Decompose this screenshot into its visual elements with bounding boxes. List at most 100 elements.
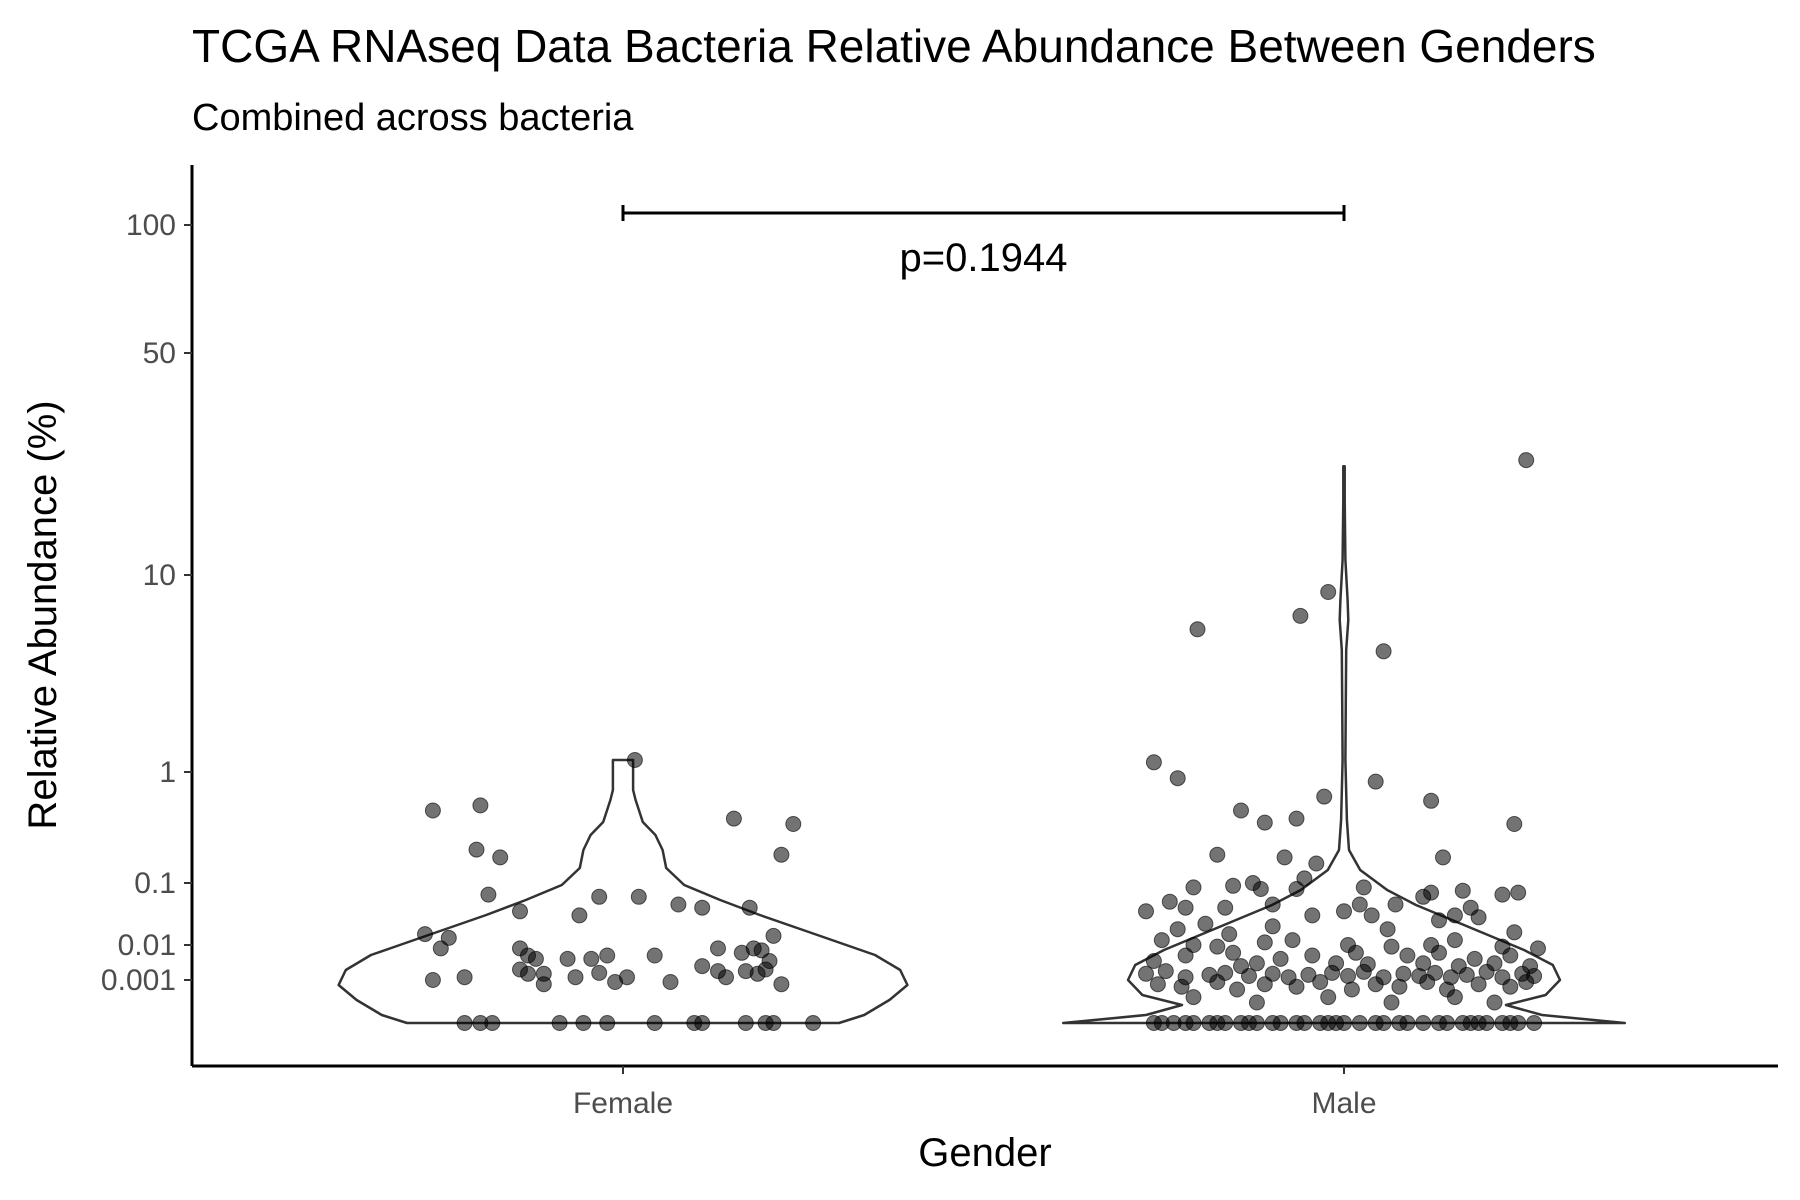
data-point [1435,849,1451,866]
point-layer [417,452,1546,1031]
violin-layer [337,464,1627,1025]
data-point [694,1015,711,1031]
data-point [1502,978,1519,995]
data-point [757,961,774,978]
data-point [1439,1015,1455,1031]
data-point [725,810,742,827]
data-point [1248,1015,1265,1031]
data-point [1308,855,1325,872]
data-point [1300,966,1317,983]
data-point [1272,1015,1289,1031]
data-point [737,1015,754,1031]
data-point [1343,981,1360,998]
data-point [1272,950,1289,967]
violin-female [337,758,909,1025]
data-point [1486,994,1503,1011]
data-point [480,886,497,903]
data-point [591,964,608,981]
data-point [1419,974,1436,990]
data-point [1466,950,1483,967]
data-point [1304,907,1321,924]
data-point [1320,584,1337,600]
data-point [1209,974,1226,990]
data-point [1296,1015,1313,1031]
data-point [1256,814,1273,831]
data-point [1169,921,1186,938]
data-point [646,947,663,964]
data-point [1351,896,1368,913]
data-point [1225,944,1242,961]
data-point [456,1015,473,1031]
data-point [512,903,528,920]
data-point [1446,907,1463,924]
data-point [1229,981,1246,998]
data-point [1423,792,1440,809]
data-point [1351,1015,1368,1031]
data-point [694,958,711,975]
data-point [1336,1015,1352,1031]
data-point [1221,926,1238,943]
x-tick-label-male: Male [1311,1087,1376,1120]
data-point [1149,976,1166,993]
chart-title: TCGA RNAseq Data Bacteria Relative Abund… [192,20,1596,72]
data-point [1233,802,1249,819]
data-point [1185,989,1202,1006]
y-axis-title: Relative Abundance (%) [21,400,65,829]
data-point [1209,846,1226,863]
data-point [1153,932,1170,949]
data-point [559,950,576,967]
data-point [535,976,552,993]
data-point [591,888,608,905]
data-point [1284,932,1301,949]
y-tick-label: 50 [143,337,176,370]
data-point [1446,932,1463,949]
data-point [456,969,473,986]
data-point [472,797,489,814]
data-point [1256,976,1273,993]
y-tick-label: 0.001 [101,964,176,997]
data-point [571,907,588,924]
data-point [805,1015,822,1031]
data-point [1336,903,1352,920]
data-point [1478,963,1495,980]
data-point [646,1015,663,1031]
data-point [1510,1015,1527,1031]
data-point [1161,893,1178,910]
p-value-label: p=0.1944 [900,236,1068,280]
data-point [1177,899,1194,916]
x-ticks: Female Male [573,1066,1377,1120]
data-point [1510,884,1527,901]
significance-bracket: p=0.1944 [621,205,1346,280]
data-point [1363,907,1380,924]
data-point [1415,1015,1432,1031]
data-point [432,940,449,957]
data-point [1320,989,1337,1006]
data-point [1347,944,1364,961]
x-tick-label-female: Female [573,1087,673,1120]
data-point [773,976,790,993]
data-point [1248,994,1265,1011]
data-point [484,1015,501,1031]
data-point [1292,607,1309,624]
data-point [1470,976,1487,993]
data-point [520,965,536,982]
data-point [1399,1015,1416,1031]
data-point [1431,912,1447,929]
data-point [1264,896,1281,913]
data-point [599,1015,616,1031]
data-point [626,752,643,768]
data-point [1185,879,1202,896]
data-point [1399,947,1416,964]
data-point [527,950,544,967]
data-point [1173,978,1190,995]
data-point [765,927,782,944]
data-point [1209,938,1226,955]
data-point [1391,978,1408,995]
data-point [583,950,600,967]
y-tick-label: 1 [159,756,176,789]
y-ticks: 100 50 10 1 0.1 0.010.001 [101,209,192,997]
data-point [1316,788,1333,805]
data-point [1169,770,1186,787]
chart-subtitle: Combined across bacteria [192,97,634,139]
data-point [1367,773,1384,790]
